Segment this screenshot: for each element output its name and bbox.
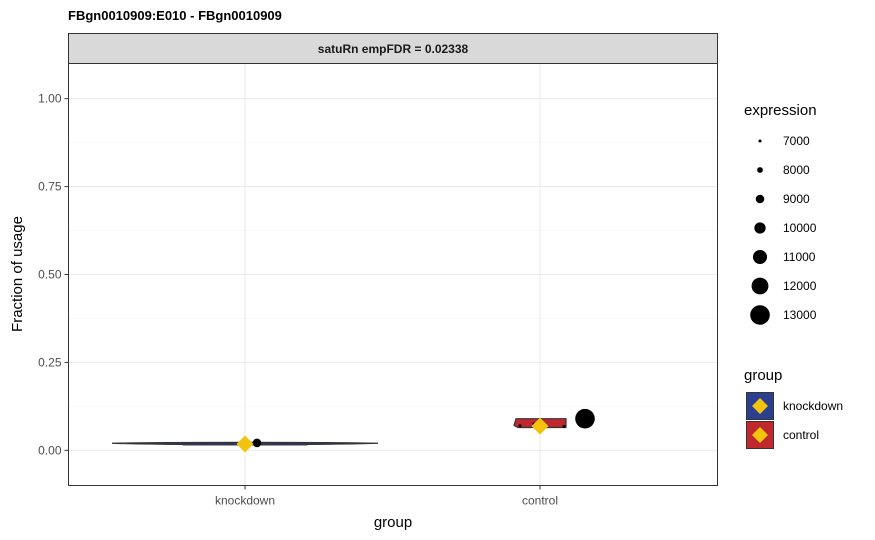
y-axis-title: Fraction of usage — [9, 216, 26, 332]
size-legend-key — [757, 167, 763, 173]
gridlines — [68, 63, 718, 486]
mean-marker-control — [531, 417, 549, 435]
facet-label: satuRn empFDR = 0.02338 — [318, 42, 469, 56]
size-legend-label: 10000 — [783, 221, 817, 235]
y-tick-label: 0.50 — [38, 268, 62, 282]
facet-strip — [68, 33, 718, 64]
size-legend-key — [750, 305, 770, 325]
size-legend-label: 11000 — [783, 250, 816, 264]
y-tick-label: 0.00 — [38, 443, 62, 457]
color-legend-label: control — [783, 428, 819, 442]
color-legend: knockdown control — [746, 392, 843, 449]
mean-markers — [236, 417, 549, 453]
x-axis: knockdown control — [215, 485, 558, 508]
y-tick-label: 0.25 — [38, 355, 62, 369]
data-point — [575, 408, 595, 429]
size-legend-key — [754, 222, 766, 234]
color-legend-diamond — [752, 398, 768, 414]
size-legend-label: 13000 — [783, 308, 817, 322]
size-legend: 7000 8000 9000 10000 11000 12000 13000 — [750, 134, 817, 325]
size-legend-label: 7000 — [783, 134, 810, 148]
size-legend-key — [758, 139, 762, 143]
chart-title: FBgn0010909:E010 - FBgn0010909 — [68, 8, 282, 23]
y-tick-label: 1.00 — [38, 92, 62, 106]
mean-marker-knockdown — [236, 435, 254, 453]
color-legend-label: knockdown — [783, 399, 843, 413]
x-axis-title: group — [374, 514, 412, 531]
color-legend-title: group — [744, 367, 782, 384]
size-legend-key — [752, 249, 768, 265]
x-tick-label: control — [522, 494, 558, 508]
data-point — [252, 438, 262, 448]
size-legend-title: expression — [744, 102, 817, 119]
y-tick-label: 0.75 — [38, 180, 62, 194]
data-point — [562, 424, 566, 428]
size-legend-label: 9000 — [783, 192, 810, 206]
size-legend-label: 12000 — [783, 279, 817, 293]
data-point — [518, 424, 522, 428]
size-legend-label: 8000 — [783, 163, 810, 177]
size-legend-key — [755, 194, 765, 204]
size-legend-key — [751, 277, 769, 295]
x-tick-label: knockdown — [215, 494, 275, 508]
y-axis: 0.00 0.25 0.50 0.75 1.00 — [38, 92, 69, 457]
color-legend-diamond — [752, 427, 768, 443]
